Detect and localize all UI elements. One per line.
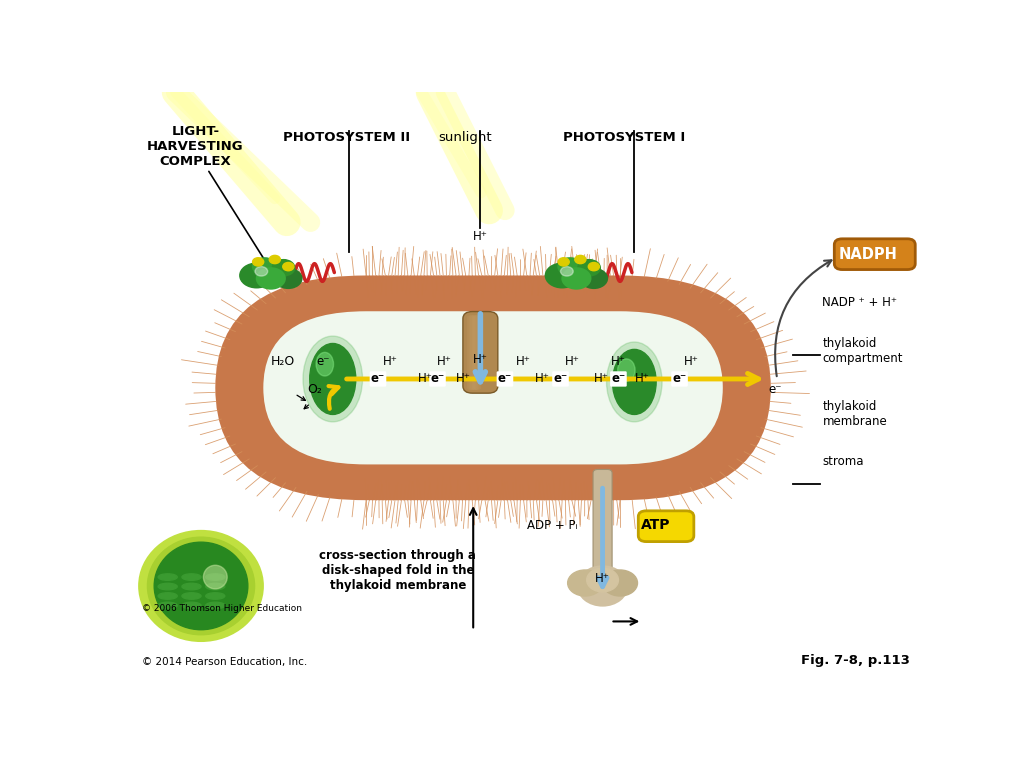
Text: H⁺: H⁺ <box>456 372 470 385</box>
Ellipse shape <box>139 531 262 641</box>
Circle shape <box>252 257 278 276</box>
Text: LIGHT-
HARVESTING
COMPLEX: LIGHT- HARVESTING COMPLEX <box>147 124 244 167</box>
FancyBboxPatch shape <box>593 469 612 578</box>
Text: e⁻: e⁻ <box>430 372 444 386</box>
Text: O₂: O₂ <box>307 382 322 396</box>
Text: PHOTOSYSTEM II: PHOTOSYSTEM II <box>283 131 410 144</box>
Text: stroma: stroma <box>822 455 864 468</box>
Ellipse shape <box>206 602 225 609</box>
Circle shape <box>261 260 293 284</box>
Text: NADPH: NADPH <box>839 247 897 262</box>
Circle shape <box>574 256 586 263</box>
Text: thylakoid
membrane: thylakoid membrane <box>822 400 887 429</box>
FancyBboxPatch shape <box>470 315 478 390</box>
FancyBboxPatch shape <box>638 511 694 541</box>
FancyBboxPatch shape <box>835 239 915 270</box>
Ellipse shape <box>155 542 248 630</box>
Ellipse shape <box>182 593 201 599</box>
Text: H⁺: H⁺ <box>594 372 608 385</box>
Circle shape <box>253 258 264 266</box>
Text: © 2006 Thomson Higher Education: © 2006 Thomson Higher Education <box>142 604 302 613</box>
Text: H⁺: H⁺ <box>595 571 610 584</box>
Ellipse shape <box>617 359 635 382</box>
Ellipse shape <box>182 602 201 609</box>
Text: cross-section through a
disk-shaped fold in the
thylakoid membrane: cross-section through a disk-shaped fold… <box>319 548 476 591</box>
FancyBboxPatch shape <box>263 311 723 465</box>
Circle shape <box>269 256 281 263</box>
Text: NADP ⁺ + H⁺: NADP ⁺ + H⁺ <box>822 296 897 309</box>
Text: Fig. 7-8, p.113: Fig. 7-8, p.113 <box>801 654 909 667</box>
Circle shape <box>271 259 296 276</box>
Text: e⁻: e⁻ <box>611 372 626 386</box>
FancyBboxPatch shape <box>472 315 479 390</box>
Text: e⁻: e⁻ <box>673 372 687 386</box>
Ellipse shape <box>206 583 225 590</box>
Circle shape <box>578 259 601 276</box>
Circle shape <box>560 266 573 276</box>
Text: e⁻: e⁻ <box>553 372 567 386</box>
Ellipse shape <box>612 349 656 415</box>
Circle shape <box>239 263 274 289</box>
Ellipse shape <box>206 574 225 581</box>
Circle shape <box>274 268 303 289</box>
Text: H⁺: H⁺ <box>418 372 433 385</box>
Ellipse shape <box>303 336 362 422</box>
Circle shape <box>587 568 618 592</box>
Ellipse shape <box>158 574 177 581</box>
Circle shape <box>567 260 599 284</box>
Circle shape <box>283 263 294 271</box>
Text: H⁺: H⁺ <box>436 355 452 368</box>
Ellipse shape <box>577 565 629 607</box>
Circle shape <box>602 570 638 596</box>
Ellipse shape <box>182 574 201 581</box>
Ellipse shape <box>606 342 663 422</box>
Text: e⁻: e⁻ <box>371 372 385 386</box>
Text: ATP: ATP <box>641 518 671 532</box>
Ellipse shape <box>158 583 177 590</box>
Ellipse shape <box>158 593 177 599</box>
Text: H₂O: H₂O <box>270 355 295 368</box>
FancyBboxPatch shape <box>215 276 771 500</box>
Text: H⁺: H⁺ <box>565 355 580 368</box>
Circle shape <box>557 257 583 276</box>
Text: H⁺: H⁺ <box>684 355 699 368</box>
Text: e⁻: e⁻ <box>498 372 512 386</box>
Ellipse shape <box>206 593 225 599</box>
Text: H⁺: H⁺ <box>635 372 649 385</box>
Text: e⁻: e⁻ <box>768 382 781 396</box>
Circle shape <box>567 570 602 596</box>
Text: H⁺: H⁺ <box>611 355 626 368</box>
FancyBboxPatch shape <box>468 315 476 390</box>
Circle shape <box>256 267 286 290</box>
Ellipse shape <box>309 343 355 415</box>
Text: H⁺: H⁺ <box>473 353 487 366</box>
FancyBboxPatch shape <box>467 315 475 390</box>
Text: ADP + Pᵢ: ADP + Pᵢ <box>527 518 578 531</box>
Ellipse shape <box>204 565 227 589</box>
Text: H⁺: H⁺ <box>382 355 397 368</box>
Text: PHOTOSYSTEM I: PHOTOSYSTEM I <box>563 131 685 144</box>
Text: H⁺: H⁺ <box>516 355 530 368</box>
Text: thylakoid
compartment: thylakoid compartment <box>822 337 903 365</box>
Text: H⁺: H⁺ <box>473 230 487 243</box>
Circle shape <box>545 263 580 289</box>
Circle shape <box>558 258 569 266</box>
Text: e⁻: e⁻ <box>316 355 330 368</box>
Ellipse shape <box>182 583 201 590</box>
Ellipse shape <box>147 537 255 634</box>
FancyBboxPatch shape <box>473 315 481 390</box>
Text: © 2014 Pearson Education, Inc.: © 2014 Pearson Education, Inc. <box>142 657 307 667</box>
Circle shape <box>561 267 592 290</box>
Text: H⁺: H⁺ <box>535 372 550 385</box>
Text: sunlight: sunlight <box>438 131 493 144</box>
Circle shape <box>588 263 599 271</box>
FancyBboxPatch shape <box>463 312 498 393</box>
Ellipse shape <box>316 353 334 376</box>
Circle shape <box>255 266 267 276</box>
Ellipse shape <box>158 602 177 609</box>
Circle shape <box>580 268 608 289</box>
